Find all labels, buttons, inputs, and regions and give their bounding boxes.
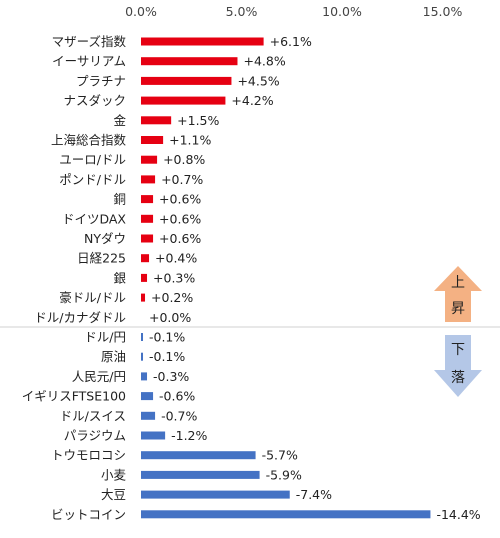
x-tick-label: 5.0% — [226, 4, 258, 19]
data-label: +0.4% — [155, 251, 197, 266]
bar — [141, 431, 166, 440]
category-label: トウモロコシ — [51, 448, 126, 463]
bar — [141, 451, 256, 460]
data-label: +0.3% — [153, 270, 195, 285]
bar — [141, 333, 144, 341]
x-tick-label: 0.0% — [125, 4, 157, 19]
bar — [141, 195, 154, 204]
up-arrow: 上 昇 — [434, 266, 482, 322]
up-arrow-shape — [434, 266, 482, 322]
bar — [141, 76, 232, 85]
category-label: 銀 — [113, 270, 126, 285]
data-label: -7.4% — [296, 487, 332, 502]
down-arrow: 下 落 — [434, 335, 482, 397]
data-label: -0.1% — [149, 330, 185, 345]
category-label: ドル/円 — [84, 330, 126, 345]
bar — [141, 293, 146, 302]
data-label: +0.2% — [151, 290, 193, 305]
bar — [141, 37, 264, 46]
bar — [141, 470, 260, 479]
category-label: 原油 — [101, 349, 126, 364]
x-tick-label: 10.0% — [322, 4, 362, 19]
category-label: 日経225 — [77, 251, 126, 266]
data-label: +6.1% — [270, 34, 312, 49]
data-label: +0.8% — [163, 152, 205, 167]
bar — [141, 372, 148, 381]
category-label: 金 — [113, 113, 126, 128]
down-arrow-label-2: 落 — [451, 370, 465, 386]
bar — [141, 392, 154, 401]
category-label: ポンド/ドル — [59, 172, 126, 187]
category-label: 小麦 — [101, 467, 127, 482]
bar — [141, 352, 144, 361]
data-label: -0.3% — [153, 369, 189, 384]
bar — [141, 254, 150, 263]
data-label: +1.1% — [169, 133, 211, 148]
data-label: -1.2% — [171, 428, 207, 443]
category-label: ドル/カナダドル — [34, 310, 126, 325]
bar — [141, 234, 154, 243]
data-label: -0.1% — [149, 349, 185, 364]
category-label: NYダウ — [84, 231, 126, 246]
data-label: +1.5% — [177, 113, 219, 128]
data-label: -14.4% — [436, 507, 480, 522]
bar — [141, 214, 154, 223]
x-tick-label: 15.0% — [423, 4, 463, 19]
bar — [141, 96, 226, 105]
category-label: 上海総合指数 — [51, 133, 127, 148]
data-labels: +6.1% +4.8% +4.5% +4.2% +1.5% +1.1% +0.8% +0.7%… — [149, 34, 481, 522]
data-label: -0.7% — [161, 408, 197, 423]
category-label: ドル/スイス — [60, 408, 126, 423]
x-axis-ticks: 0.0% 5.0% 10.0% 15.0% — [125, 4, 462, 19]
category-label: 銅 — [113, 192, 126, 207]
category-label: イーサリアム — [52, 54, 126, 69]
category-label: 豪ドル/ドル — [59, 290, 126, 305]
category-label: イギリスFTSE100 — [22, 389, 126, 404]
bar — [141, 411, 156, 420]
down-arrow-label-1: 下 — [451, 342, 465, 358]
data-label: +0.7% — [161, 172, 203, 187]
bar — [141, 175, 156, 184]
data-label: -0.6% — [159, 389, 195, 404]
bar — [141, 155, 158, 164]
category-label: 人民元/円 — [72, 369, 126, 384]
category-label: プラチナ — [76, 73, 126, 88]
data-label: +0.6% — [159, 211, 201, 226]
data-label: +0.6% — [159, 192, 201, 207]
category-labels: マザーズ指数イーサリアムプラチナナスダック金上海総合指数ユーロ/ドルポンド/ドル… — [22, 34, 127, 522]
category-label: マザーズ指数 — [52, 34, 127, 49]
category-label: ドイツDAX — [62, 211, 126, 226]
data-label: -5.9% — [266, 467, 302, 482]
data-label: +0.0% — [149, 310, 191, 325]
category-label: ユーロ/ドル — [59, 152, 126, 167]
bar — [141, 273, 148, 282]
data-label: -5.7% — [262, 448, 298, 463]
data-label: +0.6% — [159, 231, 201, 246]
bar — [141, 116, 172, 125]
bars — [141, 37, 431, 519]
data-label: +4.8% — [243, 54, 285, 69]
data-label: +4.2% — [231, 93, 273, 108]
up-arrow-label-2: 昇 — [451, 301, 465, 317]
bar — [141, 510, 431, 519]
bar — [141, 136, 164, 144]
up-arrow-label-1: 上 — [451, 275, 465, 291]
category-label: ビットコイン — [51, 507, 126, 522]
category-label: ナスダック — [63, 93, 126, 108]
bar — [141, 490, 290, 499]
bar — [141, 57, 238, 66]
down-arrow-shape — [434, 335, 482, 397]
category-label: パラジウム — [64, 428, 126, 443]
category-label: 大豆 — [101, 487, 126, 502]
data-label: +4.5% — [237, 73, 279, 88]
